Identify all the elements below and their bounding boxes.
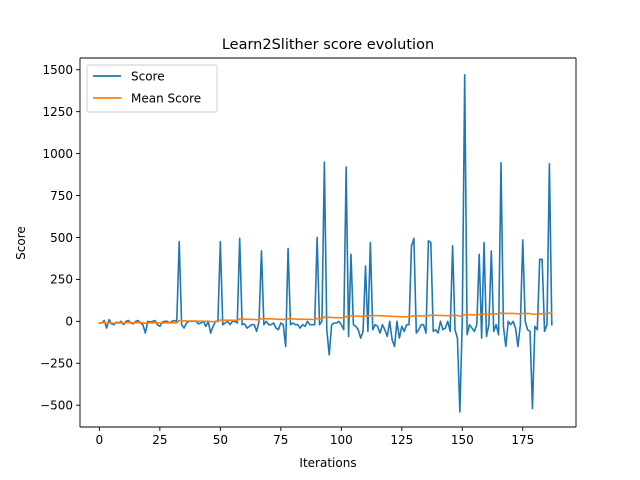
x-tick-label: 125 — [390, 433, 413, 447]
x-tick-label: 25 — [152, 433, 167, 447]
y-axis-ticks: −500 −250 0 250 500 750 1000 1250 1500 — [40, 63, 80, 412]
y-tick-label: 0 — [65, 315, 73, 329]
x-tick-label: 75 — [273, 433, 288, 447]
x-tick-label: 0 — [96, 433, 104, 447]
plot-frame — [79, 57, 577, 428]
y-tick-label: 250 — [50, 273, 73, 287]
y-axis-label: Score — [14, 226, 28, 260]
chart-title: Learn2Slither score evolution — [222, 37, 434, 53]
series-layer — [98, 73, 553, 413]
y-tick-label: −500 — [40, 398, 73, 412]
x-tick-label: 100 — [330, 433, 353, 447]
x-tick-label: 50 — [213, 433, 228, 447]
legend: Score Mean Score — [86, 64, 218, 113]
y-tick-label: −250 — [40, 357, 73, 371]
y-tick-label: 1000 — [42, 147, 73, 161]
plot-area — [80, 58, 576, 427]
legend-score-label: Score — [131, 70, 165, 84]
x-tick-label: 150 — [451, 433, 474, 447]
score-series-line — [98, 73, 553, 413]
x-tick-label: 175 — [511, 433, 534, 447]
x-axis-label: Iterations — [299, 456, 356, 470]
x-axis-ticks: 0 25 50 75 100 125 150 175 — [96, 427, 534, 447]
y-tick-label: 500 — [50, 231, 73, 245]
mean-score-series-line — [98, 312, 553, 325]
legend-mean-score-label: Mean Score — [131, 92, 201, 106]
y-tick-label: 750 — [50, 189, 73, 203]
y-tick-label: 1500 — [42, 63, 73, 77]
y-tick-label: 1250 — [42, 105, 73, 119]
